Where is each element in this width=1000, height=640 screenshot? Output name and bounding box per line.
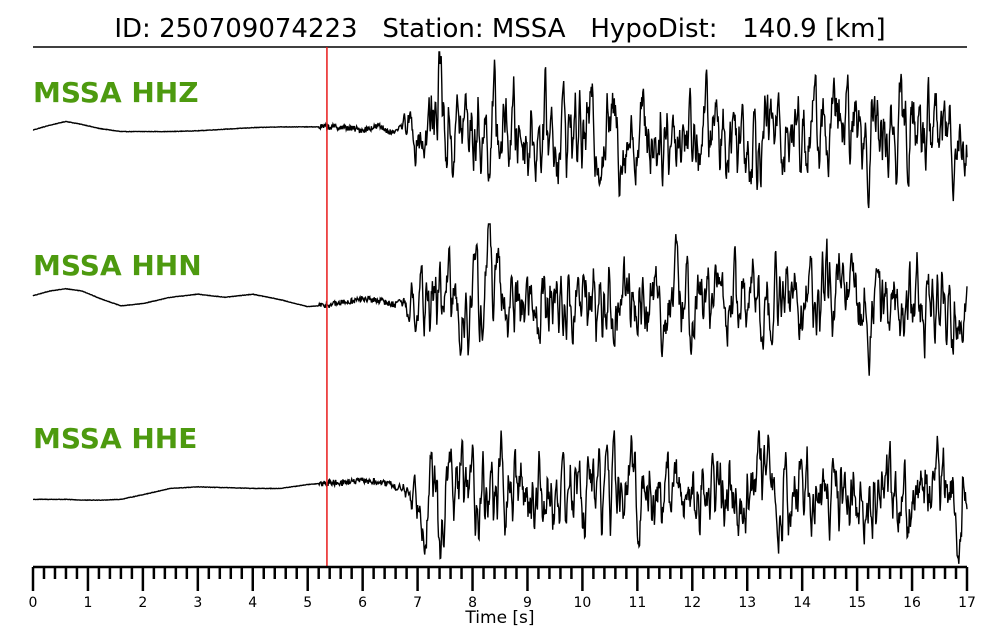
waveform-trace-hhe (33, 430, 968, 564)
channel-label-hhn: MSSA HHN (33, 249, 202, 282)
x-tick-label: 16 (903, 595, 921, 611)
x-tick-label: 8 (468, 595, 477, 611)
x-tick-label: 10 (573, 595, 591, 611)
x-tick-label: 13 (738, 595, 756, 611)
hypodist-label: HypoDist: (590, 14, 717, 44)
x-tick-label: 4 (248, 595, 257, 611)
waveform-trace-hhn (32, 223, 968, 376)
hypodist-unit: [km] (825, 14, 886, 44)
x-tick-label: 9 (523, 595, 532, 611)
x-tick-label: 11 (628, 595, 646, 611)
station-value: MSSA (492, 14, 566, 44)
x-tick-label: 15 (848, 595, 866, 611)
x-tick-label: 2 (138, 595, 147, 611)
x-tick-label: 17 (958, 595, 976, 611)
x-axis: 0 1 2 3 4 5 6 7 8 9 10 11 12 13 14 15 16 17 (29, 565, 976, 611)
channel-label-hhe: MSSA HHE (33, 422, 197, 455)
x-tick-label: 7 (413, 595, 422, 611)
station-label: Station: (382, 14, 483, 44)
x-tick-label: 12 (683, 595, 701, 611)
waveform-trace-hhz (32, 51, 968, 209)
channel-label-hhz: MSSA HHZ (33, 76, 199, 109)
hypodist-value: 140.9 (742, 14, 816, 44)
x-tick-label: 0 (29, 595, 38, 611)
x-tick-label: 3 (193, 595, 202, 611)
id-value: 250709074223 (159, 14, 358, 44)
x-axis-label: Time [s] (464, 608, 534, 628)
x-tick-label: 1 (83, 595, 92, 611)
x-tick-label: 6 (358, 595, 367, 611)
chart-title: ID: 250709074223 Station: MSSA HypoDist:… (114, 14, 885, 44)
x-tick-label: 5 (303, 595, 312, 611)
id-label: ID: (114, 14, 150, 44)
x-tick-label: 14 (793, 595, 811, 611)
